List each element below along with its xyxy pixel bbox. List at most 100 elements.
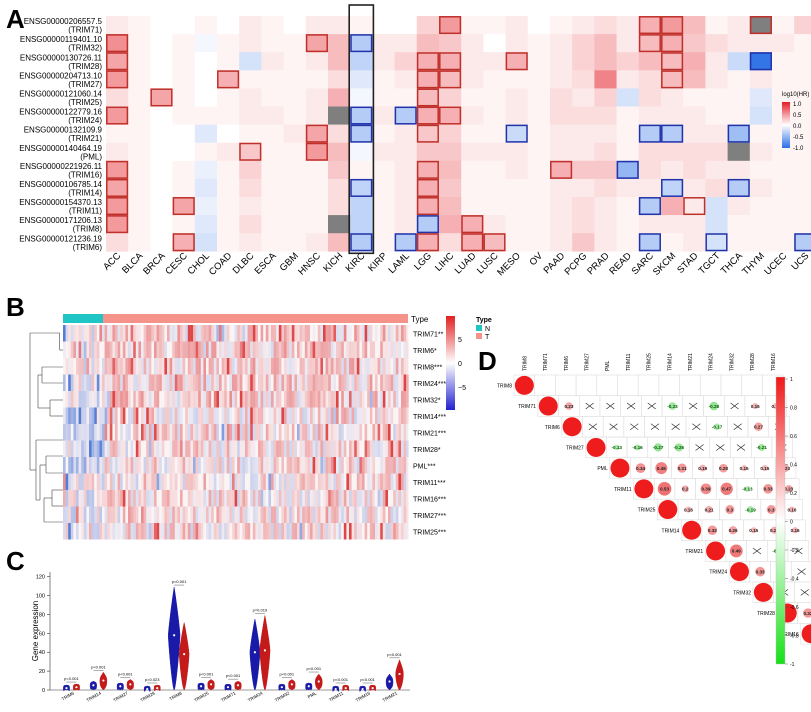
heatmap-stripe bbox=[172, 474, 175, 491]
heatmap-cell bbox=[461, 215, 484, 233]
heatmap-stripe bbox=[227, 391, 230, 408]
heatmap-stripe bbox=[281, 325, 284, 342]
heatmap-stripe bbox=[276, 375, 279, 392]
violin-normal-median bbox=[227, 686, 229, 688]
heatmap-stripe bbox=[328, 507, 331, 524]
heatmap-stripe bbox=[349, 424, 352, 441]
heatmap-stripe bbox=[97, 342, 100, 359]
heatmap-stripe bbox=[102, 523, 105, 540]
heatmap-cell bbox=[350, 143, 373, 161]
heatmap-stripe bbox=[118, 490, 121, 507]
heatmap-stripe bbox=[227, 325, 230, 342]
heatmap-stripe bbox=[105, 342, 108, 359]
heatmap-cell bbox=[195, 88, 218, 106]
heatmap-stripe bbox=[305, 342, 308, 359]
heatmap-stripe bbox=[198, 441, 201, 458]
heatmap-stripe bbox=[180, 490, 183, 507]
heatmap-stripe bbox=[172, 457, 175, 474]
heatmap-stripe bbox=[404, 441, 407, 458]
heatmap-stripe bbox=[219, 507, 222, 524]
heatmap-cell bbox=[594, 107, 617, 125]
heatmap-stripe bbox=[66, 474, 69, 491]
heatmap-cell bbox=[217, 179, 240, 197]
heatmap-cell bbox=[350, 34, 373, 52]
heatmap-cell bbox=[528, 197, 551, 215]
heatmap-cell bbox=[705, 34, 728, 52]
heatmap-cell bbox=[594, 52, 617, 70]
heatmap-stripe bbox=[393, 507, 396, 524]
heatmap-stripe bbox=[105, 490, 108, 507]
heatmap-stripe bbox=[341, 457, 344, 474]
heatmap-stripe bbox=[167, 375, 170, 392]
panel-letter-b: B bbox=[6, 292, 25, 322]
heatmap-stripe bbox=[263, 408, 266, 425]
heatmap-stripe bbox=[141, 507, 144, 524]
heatmap-stripe bbox=[287, 474, 290, 491]
heatmap-stripe bbox=[175, 507, 178, 524]
heatmap-stripe bbox=[102, 441, 105, 458]
heatmap-stripe bbox=[63, 408, 66, 425]
correlation-value: 0.15 bbox=[740, 466, 749, 471]
heatmap-stripe bbox=[294, 490, 297, 507]
heatmap-stripe bbox=[92, 523, 95, 540]
heatmap-stripe bbox=[279, 325, 282, 342]
heatmap-stripe bbox=[318, 457, 321, 474]
heatmap-stripe bbox=[112, 408, 115, 425]
column-label: ESCA bbox=[253, 250, 280, 277]
heatmap-cell bbox=[350, 70, 373, 88]
p-value-label: p<0.001 bbox=[333, 677, 348, 682]
heatmap-stripe bbox=[302, 457, 305, 474]
heatmap-cell bbox=[506, 107, 528, 125]
scale-tick: −5 bbox=[458, 385, 466, 392]
heatmap-stripe bbox=[284, 408, 287, 425]
legend-tick: 0.0 bbox=[793, 124, 802, 130]
heatmap-stripe bbox=[63, 490, 66, 507]
heatmap-stripe bbox=[385, 391, 388, 408]
heatmap-stripe bbox=[123, 457, 126, 474]
heatmap-stripe bbox=[255, 325, 258, 342]
heatmap-stripe bbox=[289, 408, 292, 425]
heatmap-stripe bbox=[123, 523, 126, 540]
heatmap-stripe bbox=[214, 474, 217, 491]
heatmap-stripe bbox=[118, 507, 121, 524]
heatmap-stripe bbox=[331, 375, 334, 392]
heatmap-stripe bbox=[383, 342, 386, 359]
heatmap-cell bbox=[239, 88, 262, 106]
heatmap-stripe bbox=[398, 342, 401, 359]
heatmap-stripe bbox=[198, 375, 201, 392]
heatmap-stripe bbox=[196, 325, 199, 342]
violin-normal-median bbox=[65, 687, 67, 689]
heatmap-stripe bbox=[185, 325, 188, 342]
heatmap-stripe bbox=[177, 375, 180, 392]
heatmap-stripe bbox=[341, 325, 344, 342]
heatmap-stripe bbox=[203, 490, 206, 507]
heatmap-stripe bbox=[79, 358, 82, 375]
heatmap-stripe bbox=[188, 523, 191, 540]
heatmap-stripe bbox=[297, 424, 300, 441]
heatmap-stripe bbox=[216, 441, 219, 458]
heatmap-stripe bbox=[279, 358, 282, 375]
heatmap-stripe bbox=[300, 523, 303, 540]
heatmap-stripe bbox=[105, 441, 108, 458]
heatmap-cell bbox=[439, 197, 462, 215]
heatmap-stripe bbox=[349, 325, 352, 342]
heatmap-cell bbox=[594, 16, 617, 34]
heatmap-stripe bbox=[274, 523, 277, 540]
heatmap-stripe bbox=[120, 457, 123, 474]
heatmap-stripe bbox=[154, 325, 157, 342]
heatmap-stripe bbox=[297, 391, 300, 408]
heatmap-cell bbox=[550, 52, 573, 70]
heatmap-stripe bbox=[133, 523, 136, 540]
heatmap-stripe bbox=[406, 375, 409, 392]
heatmap-stripe bbox=[268, 325, 271, 342]
heatmap-stripe bbox=[224, 523, 227, 540]
heatmap-stripe bbox=[289, 507, 292, 524]
violin-normal-median bbox=[281, 686, 283, 688]
heatmap-stripe bbox=[258, 523, 261, 540]
column-label: BRCA bbox=[141, 250, 168, 277]
heatmap-stripe bbox=[326, 441, 329, 458]
heatmap-stripe bbox=[203, 375, 206, 392]
heatmap-cell bbox=[728, 179, 751, 197]
heatmap-stripe bbox=[289, 375, 292, 392]
heatmap-cell bbox=[417, 70, 440, 88]
